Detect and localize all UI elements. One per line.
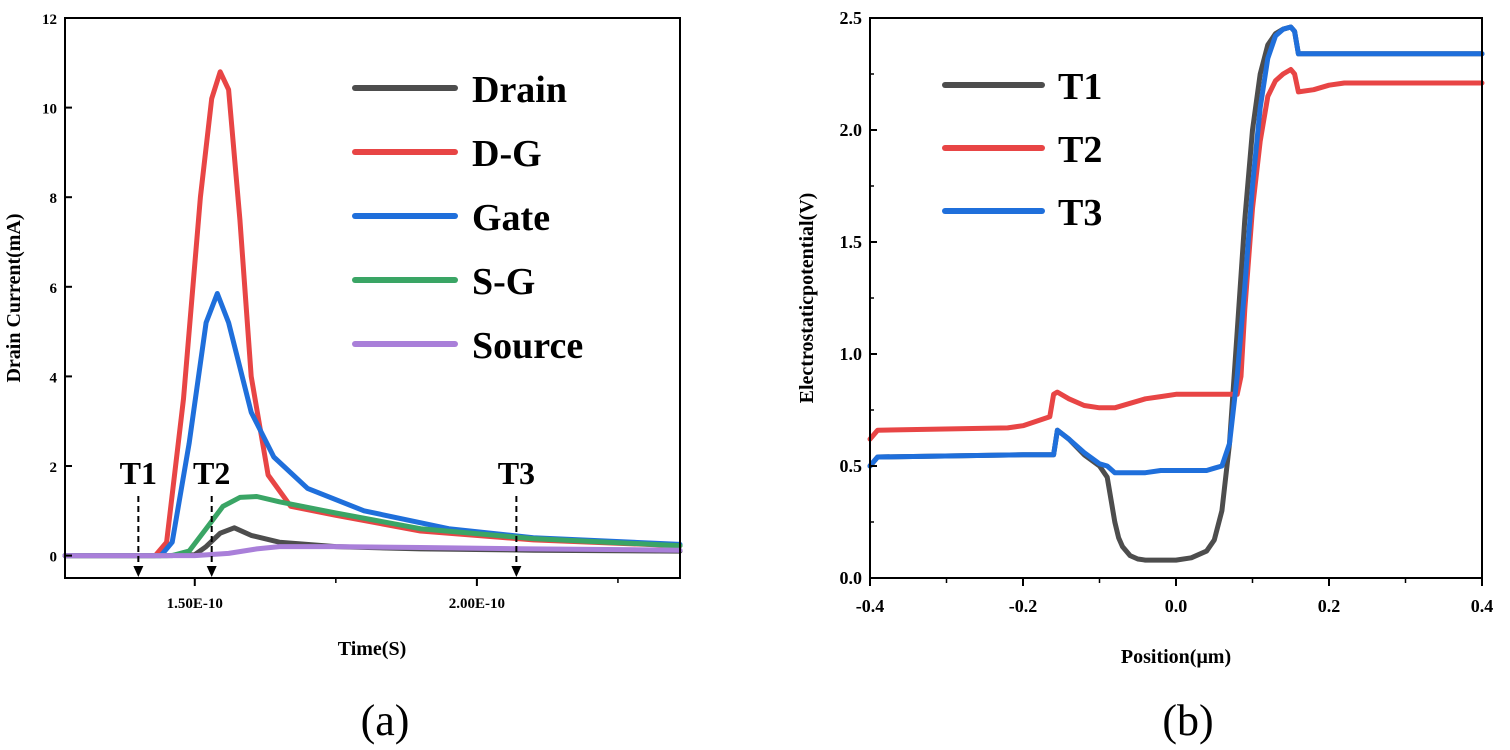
legend-label-gate: Gate (472, 197, 550, 239)
y-tick-label: 2.0 (840, 120, 863, 140)
y-tick-label: 4 (50, 370, 58, 386)
legend-label-t3: T3 (1058, 192, 1102, 234)
y-tick-label: 0 (50, 550, 58, 566)
series-line-t3 (867, 24, 1485, 476)
y-axis-title: Electrostaticpotential(V) (796, 193, 818, 404)
x-tick-label: -0.2 (1009, 596, 1038, 616)
marker-arrow-t3 (511, 566, 522, 577)
x-tick-label: 0.0 (1165, 596, 1188, 616)
y-tick-label: 12 (42, 12, 57, 28)
x-tick-label: 1.50E-10 (167, 596, 223, 612)
x-tick-label: 0.2 (1318, 596, 1341, 616)
plot-frame (64, 17, 681, 579)
panel-caption: (b) (1162, 696, 1213, 745)
marker-label-t2: T2 (193, 455, 230, 491)
legend-label-s-g: S-G (472, 261, 535, 303)
marker-label-t3: T3 (498, 455, 535, 491)
legend-label-d-g: D-G (472, 133, 542, 175)
x-tick-label: -0.4 (856, 596, 885, 616)
series-line-t2 (867, 67, 1485, 442)
y-axis-title: Drain Current(mA) (3, 213, 25, 382)
y-tick-label: 6 (50, 281, 58, 297)
series-line-t1 (867, 24, 1485, 563)
y-tick-label: 2 (50, 460, 58, 476)
x-tick-label: 0.4 (1471, 596, 1494, 616)
series-line-gate (62, 291, 683, 559)
y-tick-label: 8 (50, 191, 58, 207)
marker-arrow-t1 (133, 566, 144, 577)
y-tick-label: 0.5 (840, 456, 863, 476)
legend-label-source: Source (472, 325, 583, 367)
plot-frame (869, 17, 1483, 579)
series-line-s-g (62, 494, 683, 559)
x-tick-label: 2.00E-10 (449, 596, 505, 612)
y-tick-label: 0.0 (840, 568, 863, 588)
marker-arrow-t2 (206, 566, 217, 577)
legend-label-t2: T2 (1058, 129, 1102, 171)
panel-caption: (a) (361, 696, 410, 745)
y-tick-label: 2.5 (840, 8, 863, 28)
legend-label-drain: Drain (472, 69, 567, 111)
x-axis-title: Time(S) (338, 638, 407, 660)
y-tick-label: 1.0 (840, 344, 863, 364)
series-line-d-g (62, 69, 683, 559)
series-line-source (62, 544, 683, 559)
marker-label-t1: T1 (120, 455, 157, 491)
panel-b: 0.0 0.5 1.0 1.5 2.0 2.5 -0.4 -0.2 0.0 0.2 0.4 Posit… (796, 8, 1493, 745)
legend-label-t1: T1 (1058, 66, 1102, 108)
y-tick-label: 10 (42, 102, 57, 118)
y-tick-label: 1.5 (840, 232, 863, 252)
x-axis-title: Position(μm) (1121, 646, 1231, 668)
panel-a: 0 2 4 6 8 10 12 1.50E-10 2.00E-10 Time(S) Drain Cu… (3, 12, 683, 745)
